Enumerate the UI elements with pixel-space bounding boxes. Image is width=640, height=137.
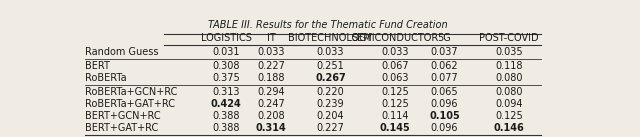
Text: 0.031: 0.031 — [212, 47, 240, 57]
Text: 0.096: 0.096 — [431, 99, 458, 109]
Text: 0.314: 0.314 — [255, 123, 286, 133]
Text: 0.125: 0.125 — [381, 87, 409, 97]
Text: 0.094: 0.094 — [495, 99, 523, 109]
Text: BERT+GCN+RC: BERT+GCN+RC — [85, 111, 161, 121]
Text: Random Guess: Random Guess — [85, 47, 159, 57]
Text: 0.065: 0.065 — [431, 87, 458, 97]
Text: 0.204: 0.204 — [317, 111, 344, 121]
Text: RoBERTa+GCN+RC: RoBERTa+GCN+RC — [85, 87, 177, 97]
Text: 0.096: 0.096 — [431, 123, 458, 133]
Text: 5G: 5G — [438, 33, 451, 43]
Text: BIOTECHNOLOGY: BIOTECHNOLOGY — [289, 33, 372, 43]
Text: 0.227: 0.227 — [317, 123, 344, 133]
Text: 0.308: 0.308 — [212, 61, 240, 71]
Text: 0.063: 0.063 — [381, 73, 409, 83]
Text: 0.062: 0.062 — [431, 61, 458, 71]
Text: BERT: BERT — [85, 61, 110, 71]
Text: BERT+GAT+RC: BERT+GAT+RC — [85, 123, 158, 133]
Text: 0.118: 0.118 — [495, 61, 523, 71]
Text: LOGISTICS: LOGISTICS — [201, 33, 252, 43]
Text: 0.114: 0.114 — [381, 111, 409, 121]
Text: 0.125: 0.125 — [381, 99, 409, 109]
Text: 0.035: 0.035 — [495, 47, 523, 57]
Text: 0.294: 0.294 — [257, 87, 285, 97]
Text: 0.080: 0.080 — [495, 73, 523, 83]
Text: 0.125: 0.125 — [495, 111, 523, 121]
Text: 0.080: 0.080 — [495, 87, 523, 97]
Text: IT: IT — [267, 33, 275, 43]
Text: TABLE III. Results for the Thematic Fund Creation: TABLE III. Results for the Thematic Fund… — [208, 20, 448, 30]
Text: RoBERTa: RoBERTa — [85, 73, 127, 83]
Text: 0.067: 0.067 — [381, 61, 409, 71]
Text: 0.033: 0.033 — [381, 47, 409, 57]
Text: 0.388: 0.388 — [212, 111, 240, 121]
Text: 0.105: 0.105 — [429, 111, 460, 121]
Text: SEMICONDUCTOR: SEMICONDUCTOR — [351, 33, 438, 43]
Text: 0.037: 0.037 — [431, 47, 458, 57]
Text: 0.247: 0.247 — [257, 99, 285, 109]
Text: 0.267: 0.267 — [315, 73, 346, 83]
Text: 0.424: 0.424 — [211, 99, 242, 109]
Text: 0.188: 0.188 — [257, 73, 285, 83]
Text: POST-COVID: POST-COVID — [479, 33, 539, 43]
Text: 0.145: 0.145 — [380, 123, 410, 133]
Text: 0.251: 0.251 — [317, 61, 344, 71]
Text: 0.375: 0.375 — [212, 73, 240, 83]
Text: 0.033: 0.033 — [317, 47, 344, 57]
Text: 0.033: 0.033 — [257, 47, 285, 57]
Text: RoBERTa+GAT+RC: RoBERTa+GAT+RC — [85, 99, 175, 109]
Text: 0.208: 0.208 — [257, 111, 285, 121]
Text: 0.313: 0.313 — [212, 87, 240, 97]
Text: 0.227: 0.227 — [257, 61, 285, 71]
Text: 0.077: 0.077 — [431, 73, 458, 83]
Text: 0.220: 0.220 — [317, 87, 344, 97]
Text: 0.388: 0.388 — [212, 123, 240, 133]
Text: 0.146: 0.146 — [493, 123, 524, 133]
Text: 0.239: 0.239 — [317, 99, 344, 109]
